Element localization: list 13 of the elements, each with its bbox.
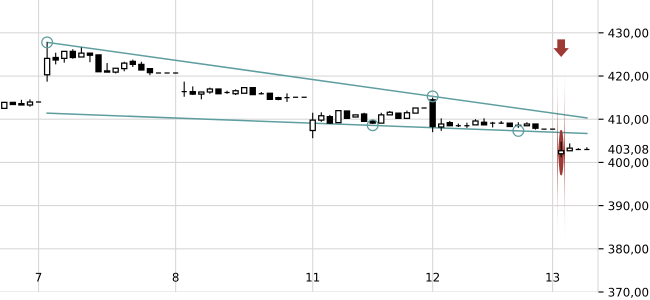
y-tick-label: 400,00 (608, 158, 648, 168)
y-tick-label: 430,00 (608, 28, 648, 39)
y-tick-label: 390,00 (608, 201, 648, 212)
y-tick-label: 403,08 (608, 144, 648, 155)
x-tick-label: 11 (306, 272, 320, 282)
y-tick-label: 370,00 (608, 288, 648, 298)
x-tick-label: 12 (426, 272, 439, 282)
x-tick-label: 13 (546, 272, 560, 282)
x-tick-label: 8 (172, 272, 179, 282)
y-tick-label: 380,00 (608, 244, 648, 255)
x-tick-label: 7 (36, 272, 42, 282)
y-tick-label: 410,00 (608, 114, 648, 126)
y-tick-label: 420,00 (608, 72, 648, 82)
